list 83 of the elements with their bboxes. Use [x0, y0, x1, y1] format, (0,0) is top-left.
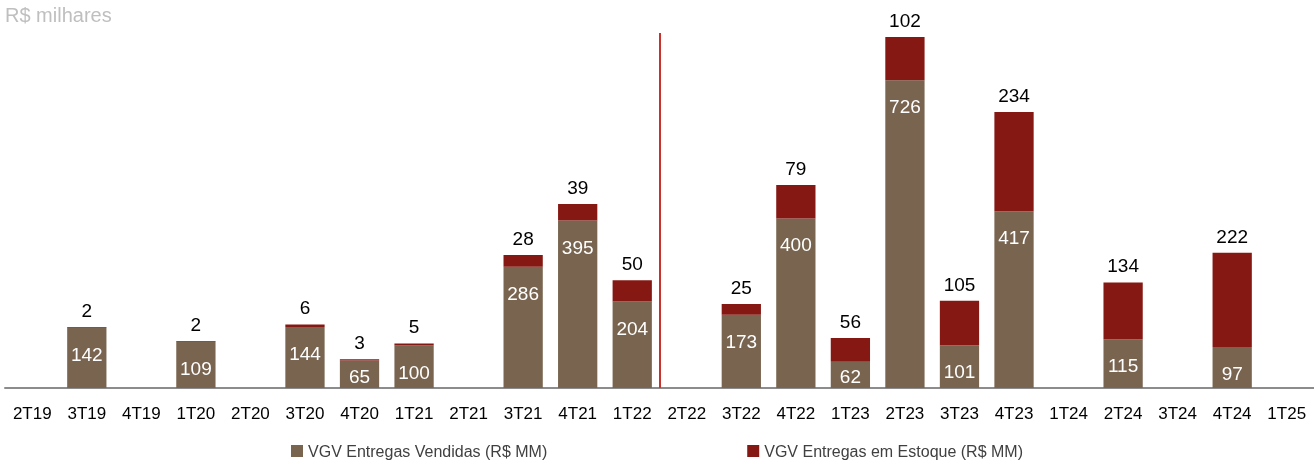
- data-label: 726: [889, 96, 921, 118]
- bar: [558, 220, 598, 388]
- bar: [612, 280, 652, 302]
- x-tick-label: 2T19: [12, 404, 52, 423]
- bar: [721, 314, 761, 388]
- data-label: 100: [398, 361, 430, 383]
- bar: [885, 37, 925, 81]
- x-tick-label: 4T22: [776, 404, 816, 423]
- x-tick-label: 1T22: [612, 404, 652, 423]
- data-label: 2: [81, 299, 93, 321]
- x-tick-label: 1T23: [831, 404, 870, 423]
- x-tick-label: 3T23: [940, 404, 979, 423]
- bar: [830, 337, 871, 362]
- data-label: 28: [512, 227, 534, 249]
- data-label: 142: [70, 343, 103, 365]
- data-label: 3: [354, 332, 365, 354]
- data-label: 286: [507, 282, 539, 304]
- data-label: 50: [621, 253, 643, 275]
- bar: [721, 304, 761, 315]
- x-tick-label: 1T24: [1049, 404, 1088, 423]
- data-label: 144: [289, 342, 322, 364]
- x-tick-label: 3T24: [1158, 404, 1198, 423]
- data-label: 173: [725, 330, 758, 352]
- x-tick-label: 1T21: [394, 404, 434, 423]
- bar: [885, 80, 925, 388]
- x-tick-label: 4T23: [994, 404, 1034, 423]
- bar: [285, 326, 325, 388]
- data-label: 105: [943, 273, 976, 295]
- x-tick-label: 3T19: [67, 404, 107, 423]
- x-tick-label: 2T20: [231, 404, 270, 423]
- bar: [503, 266, 543, 388]
- data-label: 222: [1216, 225, 1249, 247]
- data-label: 109: [180, 357, 212, 379]
- bar: [503, 254, 543, 267]
- bar: [612, 301, 652, 388]
- x-tick-label: 2T24: [1103, 404, 1143, 423]
- data-label: 102: [889, 10, 921, 31]
- data-label: 39: [567, 177, 589, 199]
- legend-label: VGV Entregas em Estoque (R$ MM): [764, 442, 1023, 460]
- data-label: 395: [561, 236, 594, 258]
- bar: [67, 327, 107, 388]
- x-tick-label: 3T21: [503, 404, 543, 423]
- x-tick-label: 4T19: [121, 404, 161, 423]
- data-label: 25: [730, 277, 752, 299]
- data-label: 5: [408, 316, 420, 338]
- data-label: 417: [998, 227, 1030, 249]
- x-tick-label: 2T21: [449, 404, 488, 423]
- x-tick-label: 4T21: [558, 404, 598, 423]
- x-tick-label: 3T22: [721, 404, 761, 423]
- legend-label: VGV Entregas Vendidas (R$ MM): [308, 442, 548, 460]
- x-tick-label: 2T23: [885, 404, 925, 423]
- bar: [1212, 252, 1252, 347]
- x-tick-label: 4T24: [1212, 404, 1252, 423]
- data-label: 204: [616, 317, 649, 339]
- bar: [994, 211, 1034, 388]
- data-label: 62: [839, 366, 861, 387]
- bar: [394, 343, 434, 346]
- bar: [285, 324, 325, 327]
- bar: [994, 112, 1034, 212]
- bar: [776, 218, 816, 388]
- data-label: 2: [190, 313, 202, 335]
- data-label: 79: [785, 157, 807, 179]
- x-tick-label: 1T25: [1267, 404, 1307, 423]
- data-label: 97: [1221, 362, 1243, 384]
- bar: [558, 204, 598, 221]
- bar: [1103, 282, 1143, 340]
- data-label: 56: [839, 310, 861, 332]
- x-tick-label: 2T22: [667, 404, 707, 423]
- data-label: 101: [943, 361, 976, 383]
- data-label: 234: [998, 85, 1031, 107]
- bar: [776, 184, 816, 219]
- data-label: 400: [780, 234, 812, 256]
- chart-title: R$ milhares: [5, 4, 112, 26]
- data-label: 6: [299, 297, 311, 319]
- data-label: 65: [348, 366, 371, 387]
- data-label: 115: [1107, 355, 1139, 377]
- data-label: 134: [1107, 255, 1140, 277]
- x-tick-label: 1T20: [176, 404, 216, 423]
- bar: [939, 300, 980, 346]
- x-tick-label: 4T20: [340, 404, 379, 423]
- bar: [1212, 346, 1252, 388]
- x-tick-label: 3T20: [285, 404, 325, 423]
- bar: [1103, 339, 1143, 388]
